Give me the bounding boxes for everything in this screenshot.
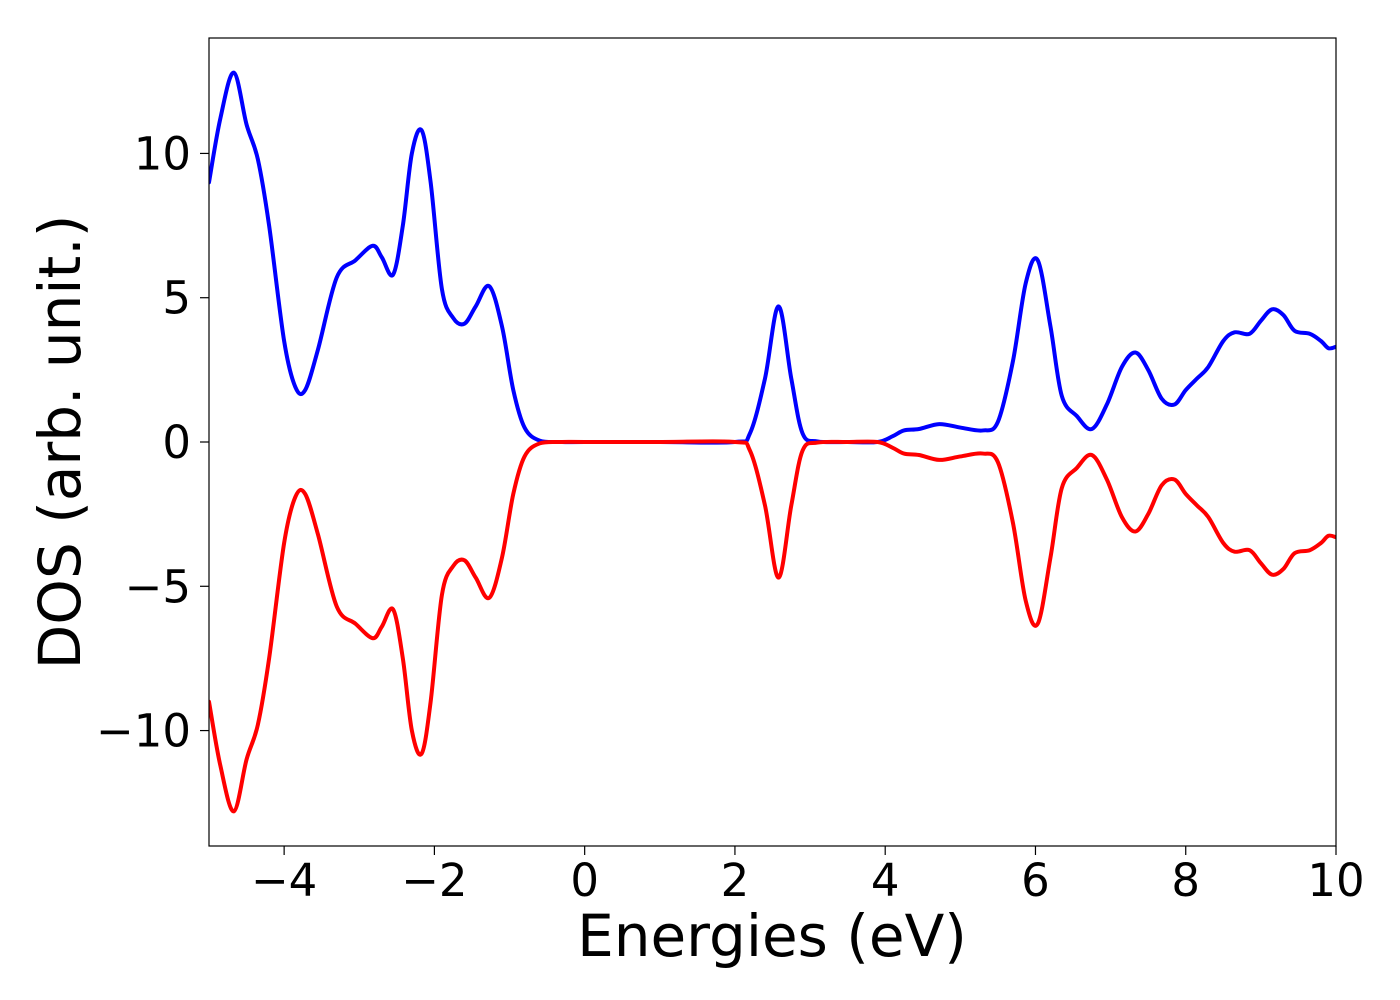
series-line-1 — [209, 70, 1336, 445]
series-layer — [209, 70, 1336, 814]
x-tick-label: 0 — [570, 854, 599, 907]
y-tick-label: 0 — [162, 416, 191, 469]
y-tick-label: 5 — [162, 272, 191, 325]
x-tick-label: 6 — [1021, 854, 1050, 907]
x-axis: −4 −2 0 2 4 6 8 10 — [251, 846, 1365, 907]
y-axis-label: DOS (arb. unit.) — [26, 215, 94, 670]
y-tick-label: 10 — [134, 127, 191, 180]
x-tick-label: 2 — [721, 854, 750, 907]
x-tick-label: −2 — [401, 854, 467, 907]
x-tick-label: −4 — [251, 854, 317, 907]
x-tick-label: 8 — [1171, 854, 1200, 907]
x-tick-label: 4 — [871, 854, 900, 907]
y-tick-label: −5 — [125, 560, 191, 613]
y-axis: −10 −5 0 5 10 — [96, 127, 209, 758]
series-line-2 — [209, 439, 1336, 814]
x-axis-label: Energies (eV) — [577, 902, 967, 970]
y-tick-label: −10 — [96, 705, 191, 758]
x-tick-label: 10 — [1307, 854, 1364, 907]
